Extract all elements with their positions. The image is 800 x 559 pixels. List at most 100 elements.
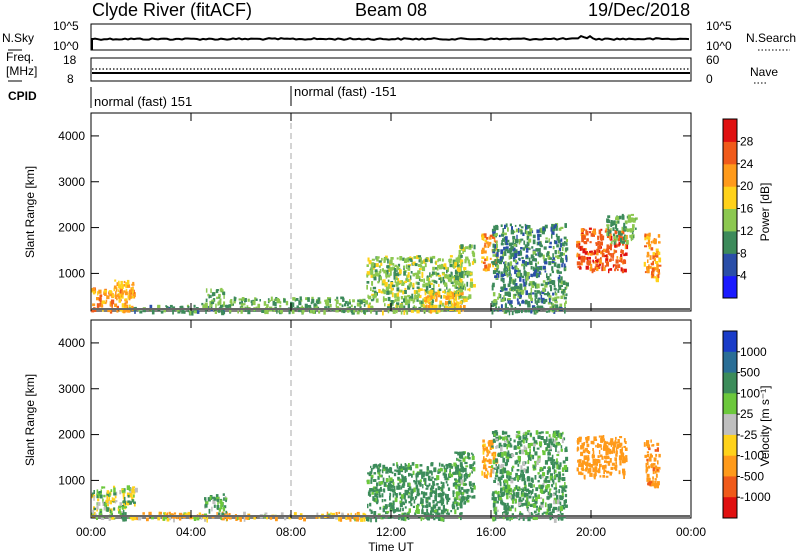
echo-cell: [421, 301, 425, 307]
echo-cell: [500, 465, 503, 469]
echo-cell: [219, 288, 223, 292]
echo-cell: [119, 490, 122, 495]
echo-cell: [559, 432, 563, 437]
ground-cell: [94, 308, 96, 310]
echo-cell: [238, 298, 242, 301]
echo-cell: [585, 437, 588, 440]
echo-cell: [525, 290, 528, 296]
echo-cell: [441, 309, 444, 312]
echo-cell: [162, 515, 166, 521]
echo-cell: [104, 502, 107, 508]
echo-cell: [426, 286, 429, 291]
echo-cell: [457, 279, 461, 282]
echo-cell: [597, 455, 600, 458]
ground-cell: [388, 308, 390, 310]
echo-cell: [300, 299, 303, 302]
ground-cell: [642, 515, 644, 517]
echo-cell: [390, 257, 394, 260]
echo-cell: [605, 228, 608, 231]
echo-cell: [495, 260, 498, 264]
echo-cell: [341, 308, 343, 313]
echo-cell: [529, 228, 533, 232]
echo-cell: [318, 310, 321, 314]
echo-cell: [404, 516, 407, 522]
ground-cell: [340, 308, 342, 310]
echo-cell: [542, 265, 546, 270]
ground-cell: [404, 515, 406, 517]
echo-cell: [597, 443, 599, 448]
echo-cell: [515, 498, 517, 503]
echo-cell: [385, 286, 390, 291]
echo-cell: [125, 289, 128, 292]
echo-cell: [459, 261, 462, 267]
echo-cell: [403, 308, 407, 313]
echo-cell: [502, 254, 504, 259]
echo-cell: [424, 289, 428, 294]
ground-cell: [562, 515, 564, 517]
echo-cell: [435, 488, 437, 493]
ground-cell: [544, 515, 546, 517]
echo-cell: [553, 497, 557, 502]
echo-cell: [613, 238, 616, 241]
echo-cell: [437, 512, 441, 517]
echo-cell: [465, 497, 469, 501]
ground-cell: [596, 515, 598, 517]
ground-cell: [636, 308, 638, 310]
echo-cell: [505, 302, 507, 305]
echo-cell: [109, 493, 111, 497]
echo-cell: [207, 497, 211, 502]
ground-cell: [592, 308, 594, 310]
ground-cell: [138, 308, 140, 310]
echo-cell: [508, 255, 511, 260]
echo-cell: [120, 280, 123, 286]
echo-cell: [425, 282, 429, 288]
echo-cell: [656, 274, 658, 279]
echo-cell: [457, 282, 461, 286]
ground-cell: [428, 308, 430, 310]
echo-cell: [444, 282, 448, 287]
ground-cell: [462, 515, 464, 517]
echo-cell: [631, 234, 634, 239]
ground-cell: [620, 515, 622, 517]
echo-cell: [548, 438, 550, 444]
echo-cell: [615, 453, 618, 457]
echo-cell: [225, 497, 227, 503]
ground-cell: [510, 515, 512, 517]
echo-cell: [549, 516, 553, 520]
echo-cell: [390, 488, 394, 492]
echo-cell: [105, 499, 109, 504]
echo-cell: [129, 290, 133, 295]
echo-cell: [655, 453, 658, 457]
echo-cell: [507, 283, 511, 288]
echo-cell: [585, 439, 589, 444]
ground-cell: [668, 308, 670, 310]
echo-cell: [326, 300, 330, 305]
ground-cell: [616, 515, 618, 517]
y-tick-label: 3000: [58, 382, 85, 396]
echo-cell: [545, 512, 548, 515]
echo-cell: [556, 269, 560, 274]
ground-cell: [516, 308, 518, 310]
echo-cell: [520, 226, 524, 229]
echo-cell: [356, 512, 359, 515]
echo-cell: [305, 297, 309, 301]
echo-cell: [268, 299, 271, 302]
echo-cell: [615, 441, 619, 444]
echo-cell: [107, 308, 110, 313]
echo-cell: [386, 510, 390, 514]
echo-cell: [528, 283, 531, 287]
ground-cell: [154, 308, 156, 310]
echo-cell: [106, 492, 110, 497]
echo-cell: [357, 299, 360, 302]
echo-cell: [503, 451, 507, 456]
echo-cell: [119, 289, 122, 294]
ground-cell: [492, 515, 494, 517]
echo-cell: [367, 294, 369, 299]
echo-cell: [554, 240, 558, 245]
ground-cell: [574, 308, 576, 310]
echo-cell: [536, 229, 540, 234]
echo-cell: [511, 465, 515, 469]
echo-cell: [544, 440, 547, 445]
echo-cell: [599, 466, 601, 469]
ground-cell: [402, 308, 404, 310]
